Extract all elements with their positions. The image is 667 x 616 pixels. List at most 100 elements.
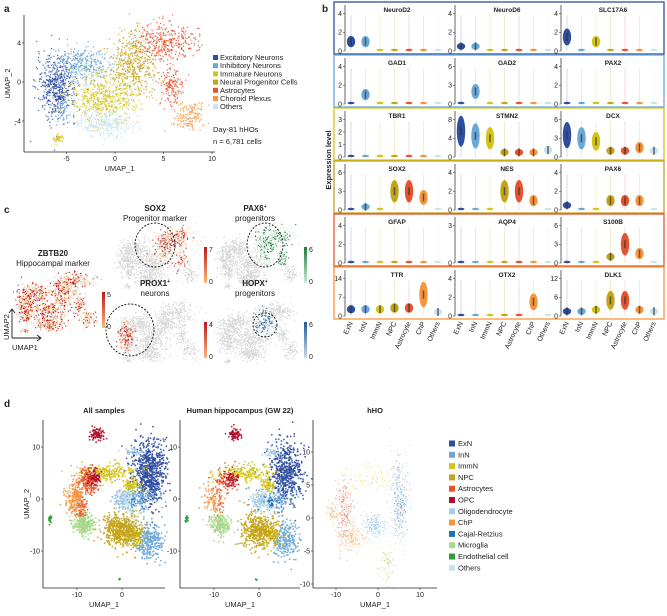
point-NPC xyxy=(121,51,123,54)
violin-ExN xyxy=(457,313,465,317)
gene-name: GAD2 xyxy=(498,60,516,67)
point-ImmN xyxy=(91,75,93,77)
point-InN xyxy=(73,65,75,68)
violin-box xyxy=(364,90,367,99)
point-NPC xyxy=(129,43,131,46)
point-ImmN xyxy=(59,140,61,142)
point-NPC xyxy=(144,71,147,73)
point-InN xyxy=(90,57,92,60)
point-NPC xyxy=(120,60,122,62)
point xyxy=(83,324,85,326)
point-Astrocyte xyxy=(185,42,188,44)
point-Others xyxy=(96,103,98,106)
y-tick-label: 2 xyxy=(554,30,558,37)
point-InN xyxy=(77,80,79,83)
point xyxy=(96,276,98,278)
point-ExN xyxy=(50,48,53,50)
point-ExN xyxy=(57,62,59,64)
point-InN xyxy=(95,69,97,71)
point-InN xyxy=(58,102,60,104)
point-ExN xyxy=(56,54,59,57)
point-Others xyxy=(94,118,96,121)
point-NPC xyxy=(151,63,154,65)
point-NPC xyxy=(141,44,144,47)
point xyxy=(63,283,65,285)
point-ExN xyxy=(57,102,59,105)
point-Astrocyte xyxy=(181,86,184,88)
colorbar-max: 5 xyxy=(107,292,111,299)
point-ImmN xyxy=(108,92,111,95)
point-Astrocyte xyxy=(168,42,171,44)
point xyxy=(28,316,30,318)
point-ImmN xyxy=(109,109,111,111)
point xyxy=(60,289,62,291)
point xyxy=(64,303,67,306)
point-Astrocyte xyxy=(149,35,151,37)
point xyxy=(26,299,28,301)
point xyxy=(22,317,24,319)
point-Astrocyte xyxy=(163,75,166,77)
point-InN xyxy=(76,42,78,44)
point-NPC xyxy=(152,38,155,40)
point-ImmN xyxy=(136,106,138,108)
point xyxy=(17,295,19,297)
point-ImmN xyxy=(83,103,86,105)
point xyxy=(21,298,23,300)
point-ChP xyxy=(173,122,175,124)
point-Others xyxy=(116,114,118,116)
violin-box xyxy=(518,148,520,157)
point-Astrocyte xyxy=(167,92,169,94)
point-Others xyxy=(116,118,118,121)
point-ChP xyxy=(183,123,185,125)
point xyxy=(86,318,88,320)
point-ChP xyxy=(180,114,182,116)
point-ExN xyxy=(37,97,40,100)
violin-box xyxy=(503,148,506,157)
point xyxy=(19,306,21,308)
point xyxy=(7,301,9,303)
point-Astrocyte xyxy=(165,27,168,29)
point-NPC xyxy=(145,54,148,56)
point xyxy=(60,302,62,304)
point xyxy=(37,303,39,305)
point-InN xyxy=(57,107,60,110)
point-ExN xyxy=(56,67,58,69)
violin-ImmN xyxy=(486,207,494,211)
point xyxy=(33,313,35,315)
point-InN xyxy=(85,83,88,86)
point-ExN xyxy=(46,84,48,86)
point-Others xyxy=(85,114,88,117)
point-ChP xyxy=(191,106,193,109)
point xyxy=(62,288,64,290)
point-Others xyxy=(115,116,118,118)
point-NPC xyxy=(122,62,125,65)
point-InN xyxy=(69,57,72,60)
point-ImmN xyxy=(129,81,131,84)
point xyxy=(53,306,55,308)
point xyxy=(74,271,76,273)
point-ExN xyxy=(66,105,68,107)
point xyxy=(42,290,44,292)
x-axis-label: UMAP_1 xyxy=(104,164,134,173)
point-ExN xyxy=(52,86,54,88)
point xyxy=(85,322,87,324)
point-Astrocyte xyxy=(180,81,182,83)
point xyxy=(25,309,28,311)
point-NPC xyxy=(144,57,147,59)
point-Astrocyte xyxy=(198,48,200,51)
point-InN xyxy=(65,115,68,117)
point xyxy=(89,283,91,285)
point-Astrocyte xyxy=(168,85,171,87)
point xyxy=(33,295,35,297)
point-Astrocyte xyxy=(155,80,157,83)
point-NPC xyxy=(108,38,111,41)
point-Astrocyte xyxy=(170,44,173,47)
point xyxy=(25,305,28,307)
point-ExN xyxy=(64,96,66,98)
point xyxy=(51,312,53,314)
point-Others xyxy=(105,117,108,120)
point-ExN xyxy=(54,83,56,85)
point-InN xyxy=(65,60,67,62)
point xyxy=(50,282,52,285)
